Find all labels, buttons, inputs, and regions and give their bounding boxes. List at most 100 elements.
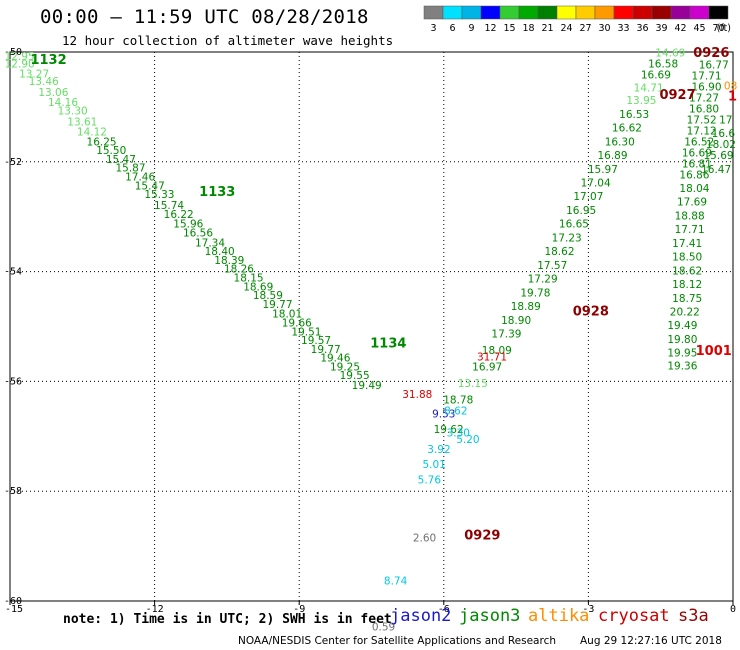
swh-data-label: 15.47 xyxy=(135,180,165,192)
swh-data-label: 16.69 xyxy=(682,147,712,159)
pass-number-label: 0929 xyxy=(464,529,500,544)
x-tick-label: -12 xyxy=(146,604,164,615)
color-scale-swatch xyxy=(499,5,520,20)
color-scale-label: 24 xyxy=(560,23,572,34)
swh-data-label: 18.15 xyxy=(234,272,264,284)
color-scale-swatch xyxy=(442,5,463,20)
swh-data-label: 18.40 xyxy=(205,246,235,258)
y-tick-label: -56 xyxy=(4,376,22,387)
x-tick-label: -15 xyxy=(5,604,23,615)
swh-data-label: 16.53 xyxy=(619,109,649,121)
chart-subtitle: 12 hour collection of altimeter wave hei… xyxy=(62,33,394,48)
swh-data-label: 16.47 xyxy=(701,164,731,176)
swh-data-label: 13.95 xyxy=(626,95,656,107)
swh-data-label: 15.87 xyxy=(115,163,145,175)
swh-data-label: 17.52 xyxy=(687,114,717,126)
pass-number-label: 0926 xyxy=(693,46,729,61)
swh-data-label: 13.15 xyxy=(458,378,488,390)
swh-data-label: 12.95 xyxy=(5,51,35,63)
swh-data-label: 16.58 xyxy=(648,58,678,70)
color-scale-swatch xyxy=(518,5,539,20)
swh-data-label: 0.59 xyxy=(372,622,395,634)
swh-data-label: 16.80 xyxy=(689,103,719,115)
legend-jason3: jason3 xyxy=(459,606,521,626)
swh-data-label: 12.90 xyxy=(5,58,35,70)
swh-data-label: 17.46 xyxy=(125,171,155,183)
swh-data-label: 16.30 xyxy=(605,136,635,148)
swh-data-label: 5.76 xyxy=(418,475,442,487)
swh-data-label: 17 xyxy=(719,114,732,126)
swh-data-label: 31.88 xyxy=(402,389,432,401)
swh-data-label: 18.89 xyxy=(511,301,541,313)
color-scale-label: 39 xyxy=(655,23,667,34)
swh-data-label: 13.06 xyxy=(38,87,68,99)
color-scale-unit: (ft) xyxy=(717,23,731,34)
y-tick-label: -60 xyxy=(4,596,22,607)
swh-data-label: 17.04 xyxy=(581,178,611,190)
color-scale-swatch xyxy=(689,5,710,20)
swh-data-label: 18.01 xyxy=(272,309,302,321)
swh-data-label: 16.6 xyxy=(712,128,736,140)
color-scale-label: 18 xyxy=(522,23,534,34)
y-tick-label: -54 xyxy=(4,267,22,278)
swh-data-label: 20.22 xyxy=(670,307,700,319)
pass-number-label: 0927 xyxy=(659,88,695,103)
swh-data-label: 18.39 xyxy=(214,255,244,267)
swh-data-label: 19.46 xyxy=(320,353,350,365)
pass-number-label: 1134 xyxy=(370,336,406,351)
x-tick-label: -3 xyxy=(582,604,594,615)
swh-data-label: 18.26 xyxy=(224,264,254,276)
swh-data-label: 16.97 xyxy=(472,361,502,373)
pass-number-label: 0928 xyxy=(573,305,609,320)
swh-data-label: 14.16 xyxy=(48,97,78,109)
color-scale-label: 36 xyxy=(636,23,648,34)
swh-data-label: 18.62 xyxy=(672,265,702,277)
swh-data-label: 19.51 xyxy=(291,326,321,338)
swh-data-label: 15.33 xyxy=(144,189,174,201)
swh-data-label: 13.27 xyxy=(19,68,49,80)
swh-data-label: 19.49 xyxy=(352,380,382,392)
color-scale-swatch xyxy=(594,5,615,20)
color-scale-swatch xyxy=(670,5,691,20)
color-scale-swatch xyxy=(556,5,577,20)
swh-data-label: 18.78 xyxy=(443,394,473,406)
color-scale-legend: 3 6 9 12 15 18 21 24 27 30 33 36 39 42 45 70(ft) xyxy=(423,5,731,34)
legend-cryosat: cryosat xyxy=(598,606,670,626)
chart-title: 00:00 – 11:59 UTC 08/28/2018 xyxy=(40,6,369,28)
swh-data-label: 16.89 xyxy=(597,150,627,162)
swh-data-label: 18.02 xyxy=(706,139,736,151)
swh-data-label: 18.50 xyxy=(672,252,702,264)
swh-data-label: 16.90 xyxy=(691,81,721,93)
swh-data-label: 18.04 xyxy=(679,183,709,195)
swh-data-label: 17.41 xyxy=(672,238,702,250)
color-scale-swatch xyxy=(651,5,672,20)
x-tick-label: -6 xyxy=(438,604,450,615)
color-scale-swatch xyxy=(461,5,482,20)
color-scale-swatch xyxy=(575,5,596,20)
color-scale-label: 70 xyxy=(712,23,724,34)
color-scale-label: 33 xyxy=(617,23,629,34)
swh-data-label: 15.96 xyxy=(173,219,203,231)
swh-data-label: 17.71 xyxy=(691,70,721,82)
swh-data-label: 19.66 xyxy=(282,318,312,330)
swh-data-label: 19.25 xyxy=(330,361,360,373)
swh-data-label: 15.47 xyxy=(106,154,136,166)
swh-data-label: 13.30 xyxy=(58,106,88,118)
color-scale-swatch xyxy=(480,5,501,20)
swh-data-label: 18.75 xyxy=(672,293,702,305)
swh-data-label: 16.52 xyxy=(684,136,714,148)
swh-data-label: 19.62 xyxy=(434,424,464,436)
swh-data-label: 14.71 xyxy=(634,83,664,95)
swh-data-label: 31.71 xyxy=(477,352,507,364)
swh-data-label: 19.80 xyxy=(667,334,697,346)
swh-data-label: 17.57 xyxy=(537,260,567,272)
color-scale-swatch xyxy=(423,5,444,20)
swh-data-label: 16.77 xyxy=(699,59,729,71)
swh-data-label: 5.20 xyxy=(456,434,479,446)
pass-number-label: 1132 xyxy=(30,53,66,68)
swh-data-label: 17.39 xyxy=(491,328,521,340)
swh-data-label: 19.49 xyxy=(667,320,697,332)
swh-data-label: 18.62 xyxy=(544,246,574,258)
credit-text: NOAA/NESDIS Center for Satellite Applica… xyxy=(238,635,556,647)
